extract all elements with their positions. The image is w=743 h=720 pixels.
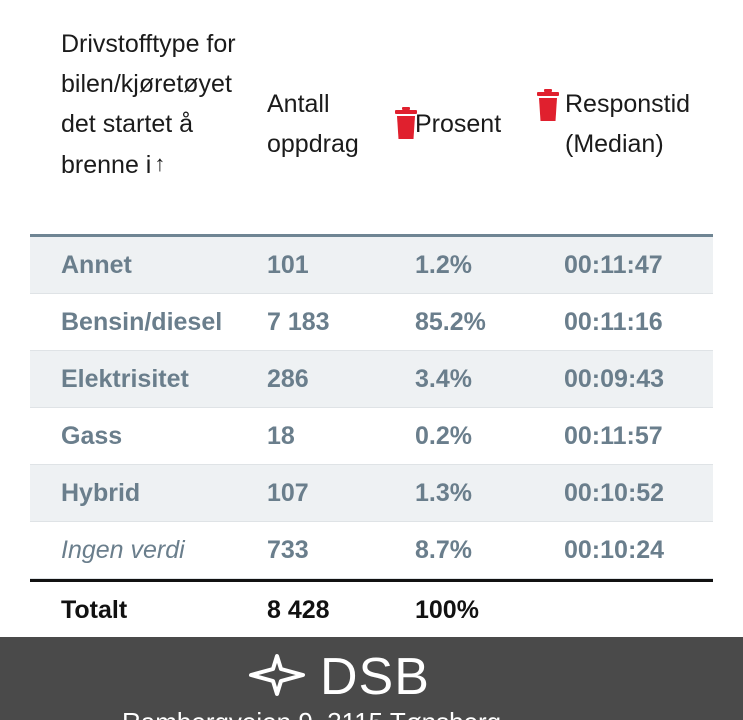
table-row: Annet 101 1.2% 00:11:47 (30, 237, 713, 294)
column-header-count[interactable]: Antall oppdrag (267, 84, 397, 164)
trash-icon (537, 88, 559, 124)
cell-response-time: 00:09:43 (564, 365, 665, 393)
cell-fuel-type: Bensin/diesel (61, 308, 223, 336)
column-header-response-time[interactable]: Responstid (Median) (537, 84, 715, 164)
table-row: Bensin/diesel 7 183 85.2% 00:11:16 (30, 294, 713, 351)
cell-percent: 8.7% (415, 536, 472, 564)
fire-statistics-table: Drivstofftype for bilen/kjøretøyet det s… (30, 0, 713, 637)
table-row: Elektrisitet 286 3.4% 00:09:43 (30, 351, 713, 408)
trash-icon (395, 106, 417, 142)
column-header-percent[interactable]: Prosent (395, 104, 501, 144)
column-header-fuel-type-label: Drivstofftype for bilen/kjøretøyet det s… (61, 30, 236, 179)
column-header-percent-label: Prosent (415, 110, 502, 138)
dsb-logo-text: DSB (320, 648, 430, 706)
cell-percent: 1.3% (415, 479, 472, 507)
cell-percent: 3.4% (415, 365, 472, 393)
table-row: Ingen verdi 733 8.7% 00:10:24 (30, 522, 713, 579)
cell-percent: 1.2% (415, 251, 472, 279)
cell-count: 733 (267, 536, 309, 564)
cell-count: 18 (267, 422, 295, 450)
table-header: Drivstofftype for bilen/kjøretøyet det s… (30, 0, 713, 237)
total-percent: 100% (415, 596, 479, 624)
column-header-count-label: Antall oppdrag (267, 90, 359, 158)
table-row: Gass 18 0.2% 00:11:57 (30, 408, 713, 465)
cell-percent: 85.2% (415, 308, 486, 336)
arrow-up-icon[interactable]: ↑ (154, 151, 166, 176)
dsb-logo[interactable]: DSB (248, 649, 430, 705)
cell-response-time: 00:10:24 (564, 536, 665, 564)
footer-address: Rambergveien 9, 3115 Tønsberg (122, 707, 501, 720)
total-count: 8 428 (267, 596, 330, 624)
cell-response-time: 00:11:47 (564, 251, 663, 279)
table-total-row: Totalt 8 428 100% (30, 579, 713, 637)
table-row: Hybrid 107 1.3% 00:10:52 (30, 465, 713, 522)
total-label: Totalt (61, 596, 128, 624)
cell-response-time: 00:11:57 (564, 422, 663, 450)
cell-count: 101 (267, 251, 309, 279)
cell-percent: 0.2% (415, 422, 472, 450)
cell-response-time: 00:11:16 (564, 308, 663, 336)
dsb-star-icon (248, 653, 306, 702)
cell-count: 286 (267, 365, 309, 393)
site-footer: DSB Rambergveien 9, 3115 Tønsberg (0, 637, 743, 720)
cell-fuel-type: Elektrisitet (61, 365, 189, 393)
cell-fuel-type: Gass (61, 422, 123, 450)
column-header-response-time-label: Responstid (Median) (565, 90, 691, 158)
cell-fuel-type: Ingen verdi (61, 536, 185, 564)
cell-count: 7 183 (267, 308, 330, 336)
column-header-fuel-type[interactable]: Drivstofftype for bilen/kjøretøyet det s… (61, 24, 271, 185)
cell-response-time: 00:10:52 (564, 479, 665, 507)
cell-fuel-type: Hybrid (61, 479, 141, 507)
cell-count: 107 (267, 479, 309, 507)
cell-fuel-type: Annet (61, 251, 132, 279)
